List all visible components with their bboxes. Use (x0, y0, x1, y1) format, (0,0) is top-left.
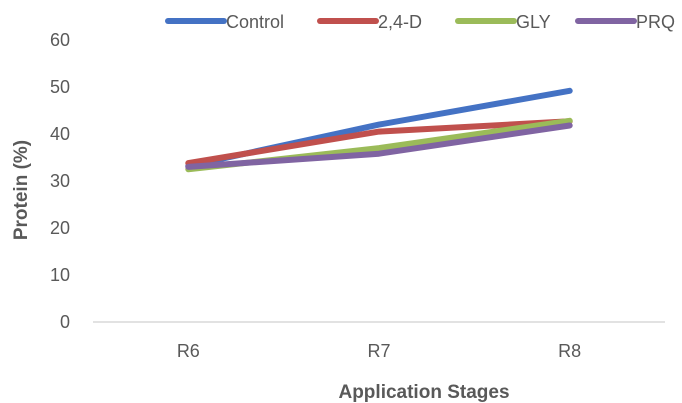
legend-item-2-4-d: 2,4-D (317, 12, 422, 32)
legend-label: Control (226, 12, 284, 32)
y-axis-title: Protein (%) (11, 140, 32, 240)
series-line-2-4-d (185, 118, 573, 167)
legend-label: 2,4-D (378, 12, 422, 32)
x-tick-label: R8 (558, 341, 581, 361)
y-tick-label: 60 (50, 30, 70, 50)
series-line-prq (185, 122, 573, 170)
legend-item-prq: PRQ (575, 12, 675, 32)
y-tick-label: 30 (50, 171, 70, 191)
x-axis-title: Application Stages (338, 382, 509, 403)
legend-label: GLY (516, 12, 551, 32)
y-tick-label: 40 (50, 124, 70, 144)
series-lines (185, 87, 573, 173)
x-tick-label: R7 (367, 341, 390, 361)
y-tick-label: 50 (50, 77, 70, 97)
legend-item-gly: GLY (455, 12, 551, 32)
legend: Control 2,4-D GLY PRQ (165, 12, 675, 32)
y-tick-label: 20 (50, 218, 70, 238)
x-tick-label: R6 (177, 341, 200, 361)
x-axis-ticks: R6 R7 R8 (177, 341, 581, 361)
y-tick-label: 10 (50, 265, 70, 285)
legend-label: PRQ (636, 12, 675, 32)
y-tick-label: 0 (60, 312, 70, 332)
legend-item-control: Control (165, 12, 284, 32)
y-axis-ticks: 0 10 20 30 40 50 60 (50, 30, 70, 332)
